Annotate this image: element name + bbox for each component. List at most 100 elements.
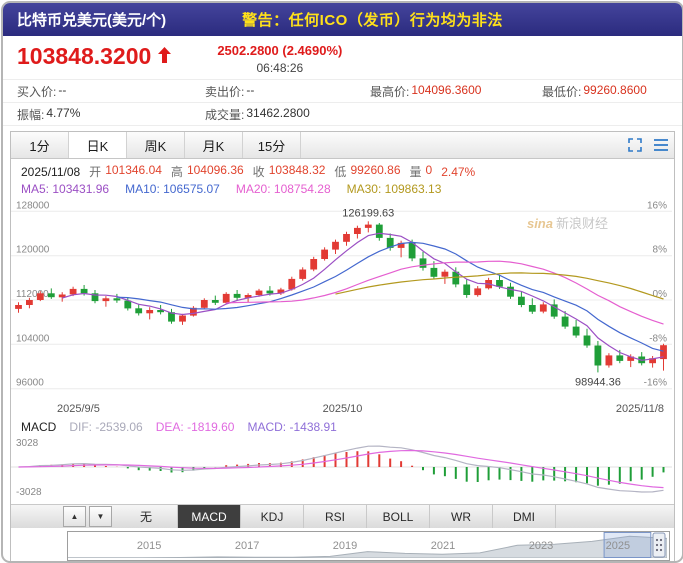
indicator-scroll-down-button[interactable]: ▼ [89,506,112,527]
candlestick-chart-area[interactable]: 96000 -16% 104000 -8% 112000 0% 120000 8% 128000… [11,197,674,403]
sell-price-field: 卖出价: -- [205,83,370,100]
ind-tab-kdj[interactable]: KDJ [241,505,304,528]
tab-weekly-k[interactable]: 周K [127,132,185,158]
vol-value: 0 [425,163,433,177]
quote-time: 06:48:26 [256,61,304,75]
high-price-label: 最高价: [370,84,410,99]
change-percent: 2.47% [441,165,476,179]
svg-text:128000: 128000 [16,200,50,211]
buy-price-value: -- [58,82,67,97]
timeline-navigator[interactable]: 2015 2017 2019 2021 2023 2025 [67,531,670,561]
low-label: 低 [334,165,347,179]
year-label-2017: 2017 [234,540,260,552]
tabbar-spacer [301,132,622,158]
candlestick-chart[interactable]: 96000 -16% 104000 -8% 112000 0% 120000 8% 128000… [11,197,672,403]
ohlc-readout: 2025/11/08 开 101346.04 高 104096.36 收 103848… [11,159,674,180]
svg-text:16%: 16% [647,200,667,211]
volume-field: 成交量: 31462.2800 [205,106,370,123]
quote-area: 103848.3200 2502.2800 (2.4690%) 06:48:26 [3,36,682,79]
x-axis-labels: 2025/10 2025/9/5 2025/11/8 [11,403,674,418]
ma5-label: MA5: [21,182,50,196]
low-price-label: 最低价: [542,84,582,99]
ma10-label: MA10: [125,182,160,196]
high-price-field: 最高价: 104096.3600 [370,83,542,100]
quote-info-row-1: 买入价: -- 卖出价: -- 最高价: 104096.3600 最低价: 99… [3,79,682,102]
high-value: 104096.36 [186,163,244,177]
vol-label: 量 [409,165,422,179]
svg-text:98944.36: 98944.36 [575,376,621,388]
svg-text:-3028: -3028 [16,487,42,498]
svg-text:8%: 8% [653,245,668,256]
dea-label: DEA: [155,420,184,434]
ma20-value: 108754.28 [273,182,331,196]
ind-tab-wr[interactable]: WR [430,505,493,528]
ma5-value: 103431.96 [52,182,110,196]
macd-title: MACD [21,420,57,434]
dif-label: DIF: [69,420,93,434]
x-label-left: 2025/9/5 [57,403,100,415]
price-change-block: 2502.2800 (2.4690%) 06:48:26 [217,43,342,75]
ind-tab-macd[interactable]: MACD [178,505,241,528]
ma20-label: MA20: [235,182,271,196]
tab-15min[interactable]: 15分 [243,132,301,158]
ind-tab-dmi[interactable]: DMI [493,505,556,528]
ind-tab-none[interactable]: 无 [115,505,178,528]
amplitude-value: 4.77% [46,105,81,120]
fullscreen-icon[interactable] [622,132,648,158]
macd-readout: MACD DIF: -2539.06 DEA: -1819.60 MACD: -… [11,418,674,435]
year-label-2025: 2025 [605,540,631,552]
title-bar: 比特币兑美元(美元/个) 警告：任何ICO（发币）行为均为非法 [3,3,682,36]
amplitude-label: 振幅: [17,107,45,122]
low-value: 99260.86 [350,163,401,177]
dif-value: -2539.06 [95,420,143,434]
timeline-row: 2015 2017 2019 2021 2023 2025 [11,528,674,561]
svg-text:126199.63: 126199.63 [342,207,394,219]
chart-menu-icon[interactable] [648,132,674,158]
last-price: 103848.3200 [17,43,152,69]
low-price-field: 最低价: 99260.8600 [542,83,668,100]
amplitude-field: 振幅: 4.77% [17,106,205,123]
indicator-scroll-up-button[interactable]: ▲ [63,506,86,527]
year-label-2023: 2023 [528,540,554,552]
svg-text:120000: 120000 [16,245,50,256]
svg-text:0%: 0% [653,289,668,300]
svg-text:-16%: -16% [644,378,667,389]
period-tabbar: 1分 日K 周K 月K 15分 [11,132,674,159]
quote-info-row-2: 振幅: 4.77% 成交量: 31462.2800 [3,102,682,126]
year-label-2021: 2021 [430,540,456,552]
ma30-value: 109863.13 [384,182,442,196]
svg-text:96000: 96000 [16,378,44,389]
high-label: 高 [170,165,183,179]
volume-value: 31462.2800 [246,105,310,120]
sell-price-value: -- [246,82,255,97]
tab-daily-k[interactable]: 日K [69,132,127,158]
svg-text:3028: 3028 [16,438,39,449]
ohlc-date: 2025/11/08 [21,165,81,179]
ind-tab-rsi[interactable]: RSI [304,505,367,528]
sell-price-label: 卖出价: [205,84,245,99]
price-up-arrow-icon [158,47,172,68]
close-label: 收 [252,165,265,179]
high-price-value: 104096.3600 [411,82,482,97]
dea-value: -1819.60 [187,420,235,434]
svg-text:-8%: -8% [649,333,667,344]
macd-value-label: MACD: [247,420,287,434]
tab-monthly-k[interactable]: 月K [185,132,243,158]
buy-price-label: 买入价: [17,84,57,99]
svg-text:104000: 104000 [16,333,50,344]
price-change: 2502.2800 (2.4690%) [217,43,343,58]
minimap-chart[interactable] [68,532,667,558]
volume-label: 成交量: [205,107,245,122]
ico-warning-text: 警告：任何ICO（发币）行为均为非法 [242,12,503,29]
macd-value: -1438.91 [289,420,337,434]
buy-price-field: 买入价: -- [17,83,205,100]
year-label-2015: 2015 [136,540,162,552]
ind-tab-boll[interactable]: BOLL [367,505,430,528]
tab-1min[interactable]: 1分 [11,132,69,158]
ma10-value: 106575.07 [163,182,220,196]
low-price-value: 99260.8600 [583,82,647,97]
x-label-mid: 2025/10 [322,403,363,415]
macd-chart[interactable]: 3028 -3028 [11,435,672,499]
page-title: 比特币兑美元(美元/个) [17,12,167,29]
